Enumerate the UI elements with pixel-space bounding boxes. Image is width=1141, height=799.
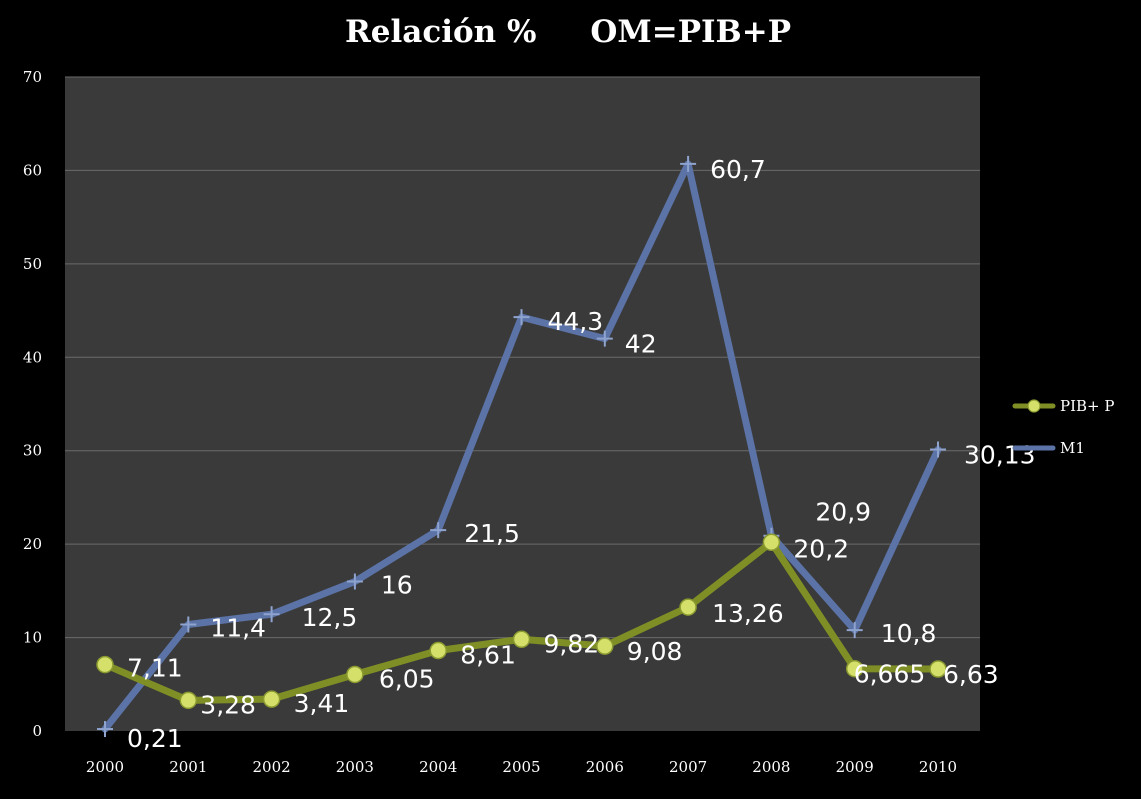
data-label-pib-p: 6,63 <box>943 660 999 689</box>
x-tick-label: 2008 <box>752 758 790 776</box>
data-label-m1: 10,8 <box>881 619 937 648</box>
data-label-m1: 11,4 <box>210 613 266 642</box>
data-point-pib-p <box>512 630 531 649</box>
x-axis-ticks: 2000 2001 2002 2003 2004 2005 2006 2007 2008 2009… <box>86 758 957 776</box>
data-point-m1 <box>513 309 530 326</box>
data-point-m1 <box>97 721 113 738</box>
x-tick-label: 2005 <box>502 758 540 776</box>
data-point-m1 <box>680 155 697 172</box>
data-point-m1 <box>846 622 863 639</box>
data-point-pib-p <box>596 637 614 655</box>
x-tick-label: 2009 <box>836 758 874 776</box>
data-point-pib-p <box>346 665 364 684</box>
data-label-pib-p: 9,08 <box>627 637 683 666</box>
data-label-m1: 16 <box>381 571 413 600</box>
x-tick-label: 2001 <box>169 758 207 776</box>
x-tick-label: 2004 <box>419 758 457 776</box>
data-label-m1: 44,3 <box>548 307 604 336</box>
data-label-pib-p: 7,11 <box>127 654 183 683</box>
x-tick-label: 2006 <box>586 758 624 776</box>
legend-marker <box>1027 399 1041 413</box>
data-label-m1: 0,21 <box>127 724 183 753</box>
y-tick-label: 20 <box>23 535 42 553</box>
gridlines <box>65 76 980 639</box>
data-label-pib-p: 3,28 <box>200 690 256 719</box>
data-label-pib-p: 8,61 <box>460 641 516 670</box>
data-label-m1: 12,5 <box>302 603 358 632</box>
data-point-pib-p <box>762 533 781 552</box>
y-tick-label: 40 <box>23 348 42 366</box>
x-tick-label: 2007 <box>669 758 707 776</box>
data-label-m1: 60,7 <box>710 155 766 184</box>
data-point-m1 <box>263 606 280 623</box>
data-label-m1: 42 <box>625 330 657 359</box>
legend-label: M1 <box>1060 439 1085 457</box>
y-tick-label: 60 <box>23 161 42 179</box>
data-label-pib-p: 20,2 <box>793 534 849 563</box>
data-point-m1 <box>596 330 613 347</box>
data-point-m1 <box>180 616 197 633</box>
x-tick-label: 2002 <box>253 758 291 776</box>
data-point-pib-p <box>679 598 697 616</box>
series-group <box>96 155 947 738</box>
x-tick-label: 2000 <box>86 758 124 776</box>
data-point-m1 <box>346 573 363 590</box>
data-point-pib-p <box>179 691 198 710</box>
data-point-pib-p <box>262 690 281 708</box>
data-label-m1: 20,9 <box>815 498 871 527</box>
data-point-pib-p <box>845 659 864 678</box>
data-label-pib-p: 3,41 <box>294 689 350 718</box>
y-tick-label: 50 <box>23 255 42 273</box>
x-tick-label: 2010 <box>919 758 957 776</box>
data-point-pib-p <box>929 660 947 678</box>
data-label-m1: 30,13 <box>964 440 1036 469</box>
y-axis-ticks: 0 10 20 30 40 50 60 70 <box>23 68 42 740</box>
data-point-pib-p <box>429 641 447 660</box>
data-label-pib-p: 6,05 <box>379 664 435 693</box>
chart-title: Relación % OM=PIB+P <box>345 14 791 50</box>
legend-label: PIB+ P <box>1060 397 1114 415</box>
y-tick-label: 0 <box>32 722 42 740</box>
y-tick-label: 30 <box>23 442 42 460</box>
data-label-m1: 21,5 <box>464 519 520 548</box>
legend: PIB+ P M1 <box>1012 397 1114 457</box>
data-labels-group: 0,21 11,4 12,5 16 21,5 44,3 42 60,7 20,9 10,8 30,1… <box>127 155 1036 753</box>
y-tick-label: 70 <box>23 68 42 86</box>
data-point-pib-p <box>96 655 114 674</box>
y-tick-label: 10 <box>23 629 42 647</box>
data-label-pib-p: 9,82 <box>544 629 600 658</box>
data-label-pib-p: 13,26 <box>712 599 784 628</box>
x-tick-label: 2003 <box>336 758 374 776</box>
data-label-pib-p: 6,665 <box>854 660 926 689</box>
data-point-m1 <box>430 522 447 539</box>
data-point-m1 <box>930 441 946 458</box>
